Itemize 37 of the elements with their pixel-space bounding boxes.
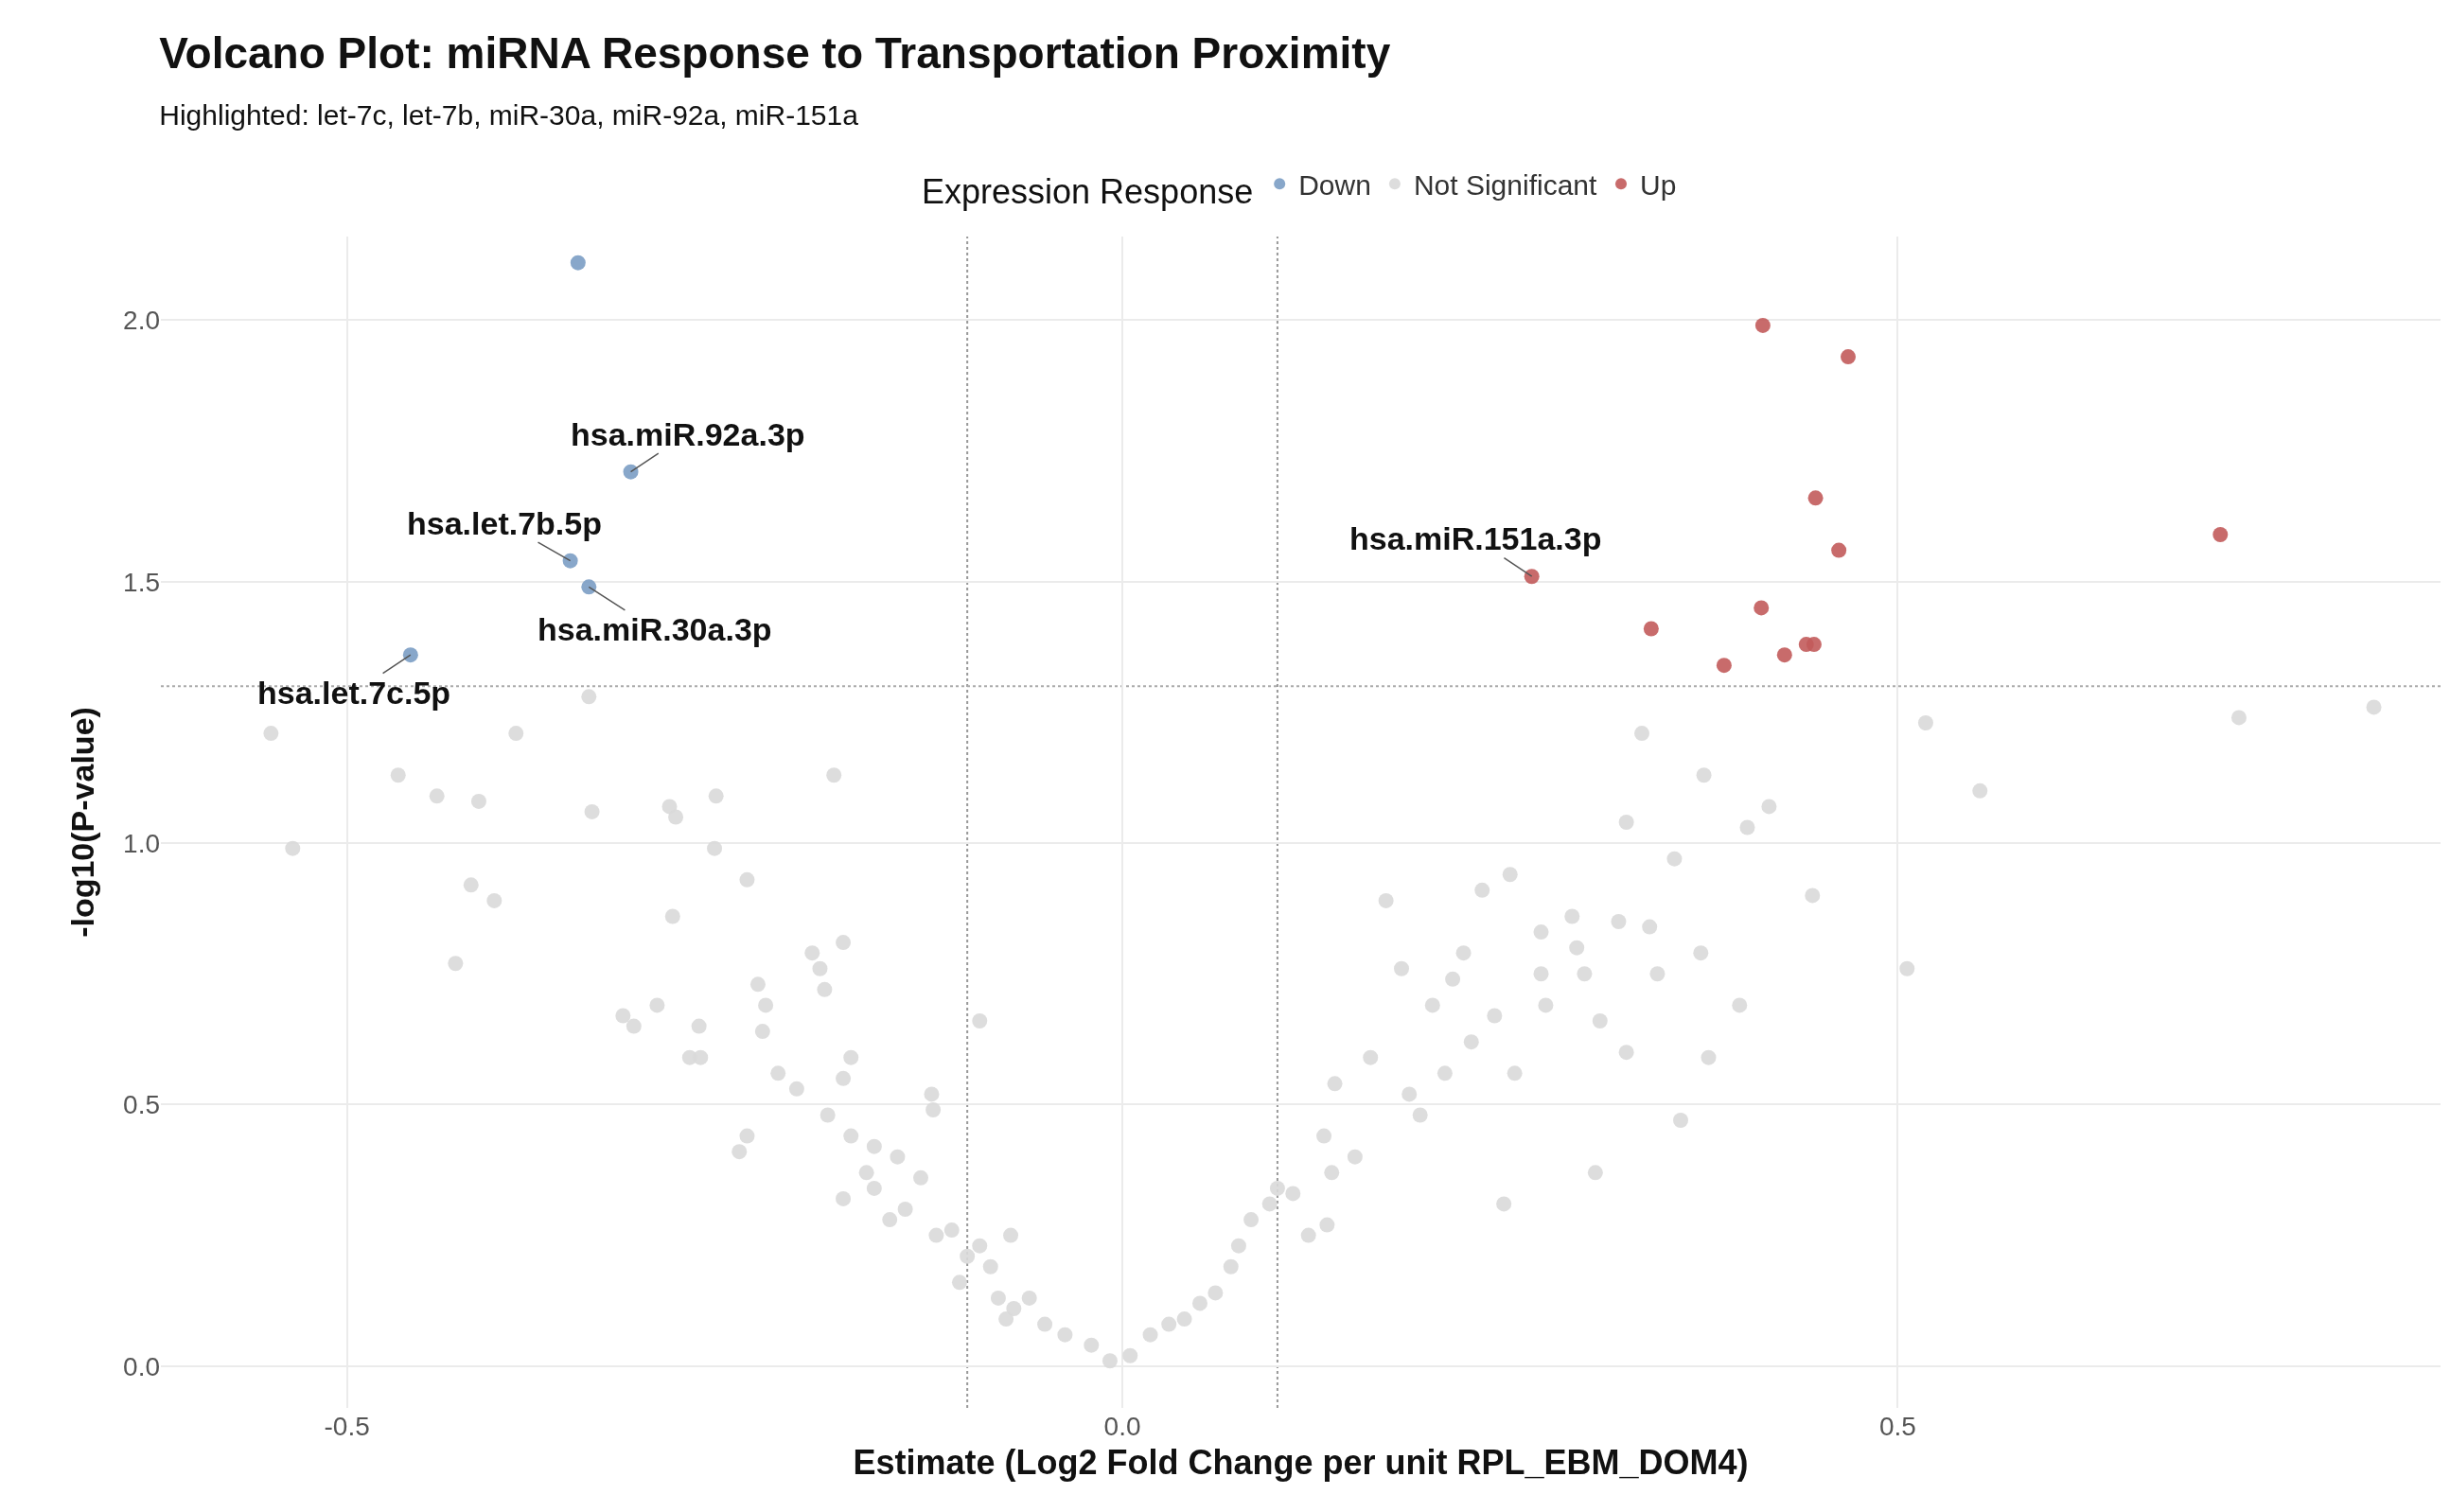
point — [581, 579, 597, 595]
chart-title: Volcano Plot: miRNA Response to Transportation Proximity — [159, 27, 1391, 78]
point — [1841, 349, 1856, 365]
point — [1754, 600, 1770, 616]
legend-label: Not Significant — [1413, 168, 1597, 201]
x-axis-title: Estimate (Log2 Fold Change per unit RPL_EBM_DOM4) — [853, 1442, 1749, 1482]
point — [562, 553, 578, 569]
y-tick-label: 1.0 — [123, 828, 160, 858]
x-tick-label: -0.5 — [324, 1412, 370, 1441]
point — [1643, 621, 1659, 637]
point — [1807, 490, 1824, 506]
annotation: hsa.let.7b.5p — [407, 505, 602, 541]
y-tick-label: 2.0 — [123, 306, 160, 336]
point — [623, 464, 639, 480]
x-tick-label: 0.0 — [1103, 1412, 1141, 1441]
y-tick-label: 0.5 — [123, 1090, 160, 1120]
point — [2212, 527, 2229, 543]
legend-label: Down — [1298, 168, 1371, 201]
annotation: hsa.miR.92a.3p — [571, 416, 805, 452]
point — [1716, 658, 1732, 674]
point — [570, 255, 586, 271]
legend-title: Expression Response — [922, 172, 1254, 212]
chart-subtitle: Highlighted: let-7c, let-7b, miR-30a, miR-92a, miR-151a — [159, 98, 859, 131]
point — [1806, 637, 1822, 653]
point — [1754, 317, 1771, 333]
y-tick-label: 1.5 — [123, 567, 160, 597]
legend-label: Up — [1640, 168, 1677, 201]
annotation: hsa.miR.151a.3p — [1349, 520, 1602, 556]
annotation: hsa.let.7c.5p — [257, 675, 451, 711]
x-tick-label: 0.5 — [1878, 1412, 1916, 1441]
y-tick-label: 0.0 — [123, 1351, 160, 1381]
annotation: hsa.miR.30a.3p — [538, 611, 772, 647]
point — [1776, 647, 1792, 663]
point — [1524, 569, 1540, 585]
point — [402, 647, 418, 663]
point — [1831, 542, 1847, 558]
y-axis-title: -log10(P-value) — [63, 707, 100, 938]
